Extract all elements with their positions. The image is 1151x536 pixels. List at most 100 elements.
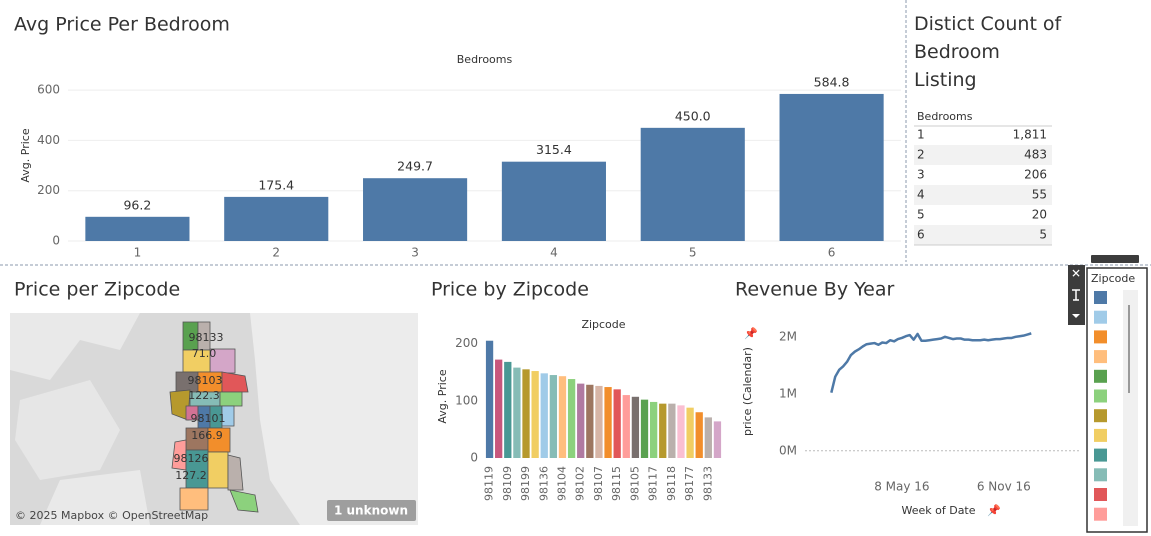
- legend-scroll[interactable]: [1123, 290, 1138, 526]
- bar: [649, 401, 658, 458]
- x-tick-label: 98107: [592, 466, 605, 501]
- y-axis-label: Avg. Price: [436, 369, 449, 423]
- legend-swatch[interactable]: [1094, 330, 1107, 344]
- x-tick-label: 6: [828, 246, 836, 260]
- value-label: 96.2: [123, 197, 151, 212]
- drag-handle[interactable]: [1091, 255, 1139, 263]
- map-label: 166.9: [191, 429, 223, 442]
- legend-swatch[interactable]: [1094, 488, 1107, 501]
- x-tick-label: 8 May 16: [874, 480, 929, 494]
- y-axis-label: price (Calendar): [741, 347, 754, 436]
- zip-area: [221, 371, 249, 393]
- map-label: 98101: [191, 412, 226, 425]
- x-tick-label: 98118: [665, 466, 678, 501]
- bar: [631, 396, 640, 458]
- value-label: 584.8: [814, 74, 850, 89]
- chart-title: Avg Price Per Bedroom: [14, 14, 230, 36]
- close-icon[interactable]: ✕: [1071, 267, 1081, 281]
- unknown-badge[interactable]: [327, 500, 416, 521]
- legend-swatch[interactable]: [1094, 350, 1107, 364]
- y-tick-label: 0: [52, 234, 60, 248]
- legend-swatch[interactable]: [1094, 468, 1107, 482]
- zip-area: [229, 489, 259, 513]
- table-row-bg: [914, 185, 1052, 205]
- legend-swatch[interactable]: [1094, 369, 1107, 383]
- legend-swatch[interactable]: [1094, 389, 1107, 403]
- pin-icon[interactable]: 📌: [987, 503, 1001, 517]
- bar: [501, 161, 606, 241]
- bar: [85, 216, 190, 241]
- bar: [704, 417, 712, 458]
- legend-swatch[interactable]: [1094, 291, 1107, 304]
- zip-area: [227, 454, 244, 491]
- bar: [659, 403, 667, 458]
- zip-area: [209, 348, 236, 374]
- table-cell: 1,811: [1013, 128, 1047, 142]
- bar: [485, 340, 494, 458]
- x-axis-label: Week of Date: [901, 504, 975, 517]
- x-tick-label: 98119: [483, 466, 496, 501]
- bar: [640, 127, 745, 241]
- table-row-bg: [914, 145, 1052, 165]
- bar: [504, 361, 512, 458]
- map: [10, 313, 418, 525]
- value-label: 175.4: [258, 177, 294, 192]
- x-tick-label: 98199: [519, 466, 532, 501]
- x-tick-label: 98115: [610, 466, 623, 501]
- map-land: [40, 470, 150, 525]
- map-attribution: © 2025 Mapbox © OpenStreetMap: [15, 509, 208, 522]
- x-tick-label: 98133: [701, 466, 714, 501]
- x-tick-label: 4: [550, 246, 558, 260]
- legend-swatch[interactable]: [1094, 448, 1107, 462]
- bar: [224, 196, 329, 241]
- table-cell: 6: [917, 228, 925, 242]
- pin-icon[interactable]: 📌: [744, 326, 758, 340]
- value-label: 450.0: [675, 108, 711, 123]
- x-tick-label: 98104: [555, 466, 568, 501]
- map-land: [250, 313, 418, 525]
- y-tick-label: 200: [455, 336, 478, 350]
- legend-swatch[interactable]: [1094, 507, 1107, 521]
- y-tick-label: 0M: [779, 443, 797, 457]
- x-tick-label: 98117: [647, 466, 660, 501]
- x-axis-header: Zipcode: [581, 318, 625, 331]
- bar: [558, 376, 567, 458]
- x-tick-label: 3: [411, 246, 419, 260]
- pin-icon[interactable]: [1072, 289, 1080, 301]
- map-label: 98126: [174, 452, 209, 465]
- y-tick-label: 2M: [779, 329, 797, 343]
- x-tick-label: 98109: [501, 466, 514, 501]
- bar: [595, 385, 603, 458]
- value-label: 315.4: [536, 142, 572, 157]
- x-tick-label: 98102: [574, 466, 587, 501]
- legend-swatch[interactable]: [1094, 428, 1107, 442]
- menu-icon[interactable]: [1072, 314, 1080, 318]
- zip-area: [221, 405, 235, 427]
- bar: [640, 399, 649, 458]
- unknown-label[interactable]: 1 unknown: [334, 504, 408, 518]
- y-axis-label: Avg. Price: [19, 128, 32, 182]
- legend-scroll-thumb[interactable]: [1128, 305, 1130, 393]
- map-label: 122.3: [188, 389, 220, 402]
- bar: [531, 371, 539, 458]
- x-tick-label: 98105: [628, 466, 641, 501]
- table-cell: 2: [917, 148, 925, 162]
- line: [830, 332, 1032, 393]
- table-cell: 55: [1032, 188, 1047, 202]
- value-label: 249.7: [397, 159, 433, 174]
- y-tick-label: 100: [455, 393, 478, 407]
- legend-swatch[interactable]: [1094, 310, 1107, 324]
- bar: [677, 405, 685, 458]
- table-row-bg: [914, 225, 1052, 245]
- bar: [695, 412, 703, 458]
- bar: [540, 373, 548, 458]
- legend-title: Zipcode: [1091, 272, 1135, 285]
- map-land: [10, 313, 140, 380]
- map-label: 71.0: [192, 347, 217, 360]
- bar: [779, 93, 884, 241]
- bar: [622, 395, 630, 458]
- bar: [363, 178, 468, 241]
- legend-swatch[interactable]: [1094, 409, 1107, 423]
